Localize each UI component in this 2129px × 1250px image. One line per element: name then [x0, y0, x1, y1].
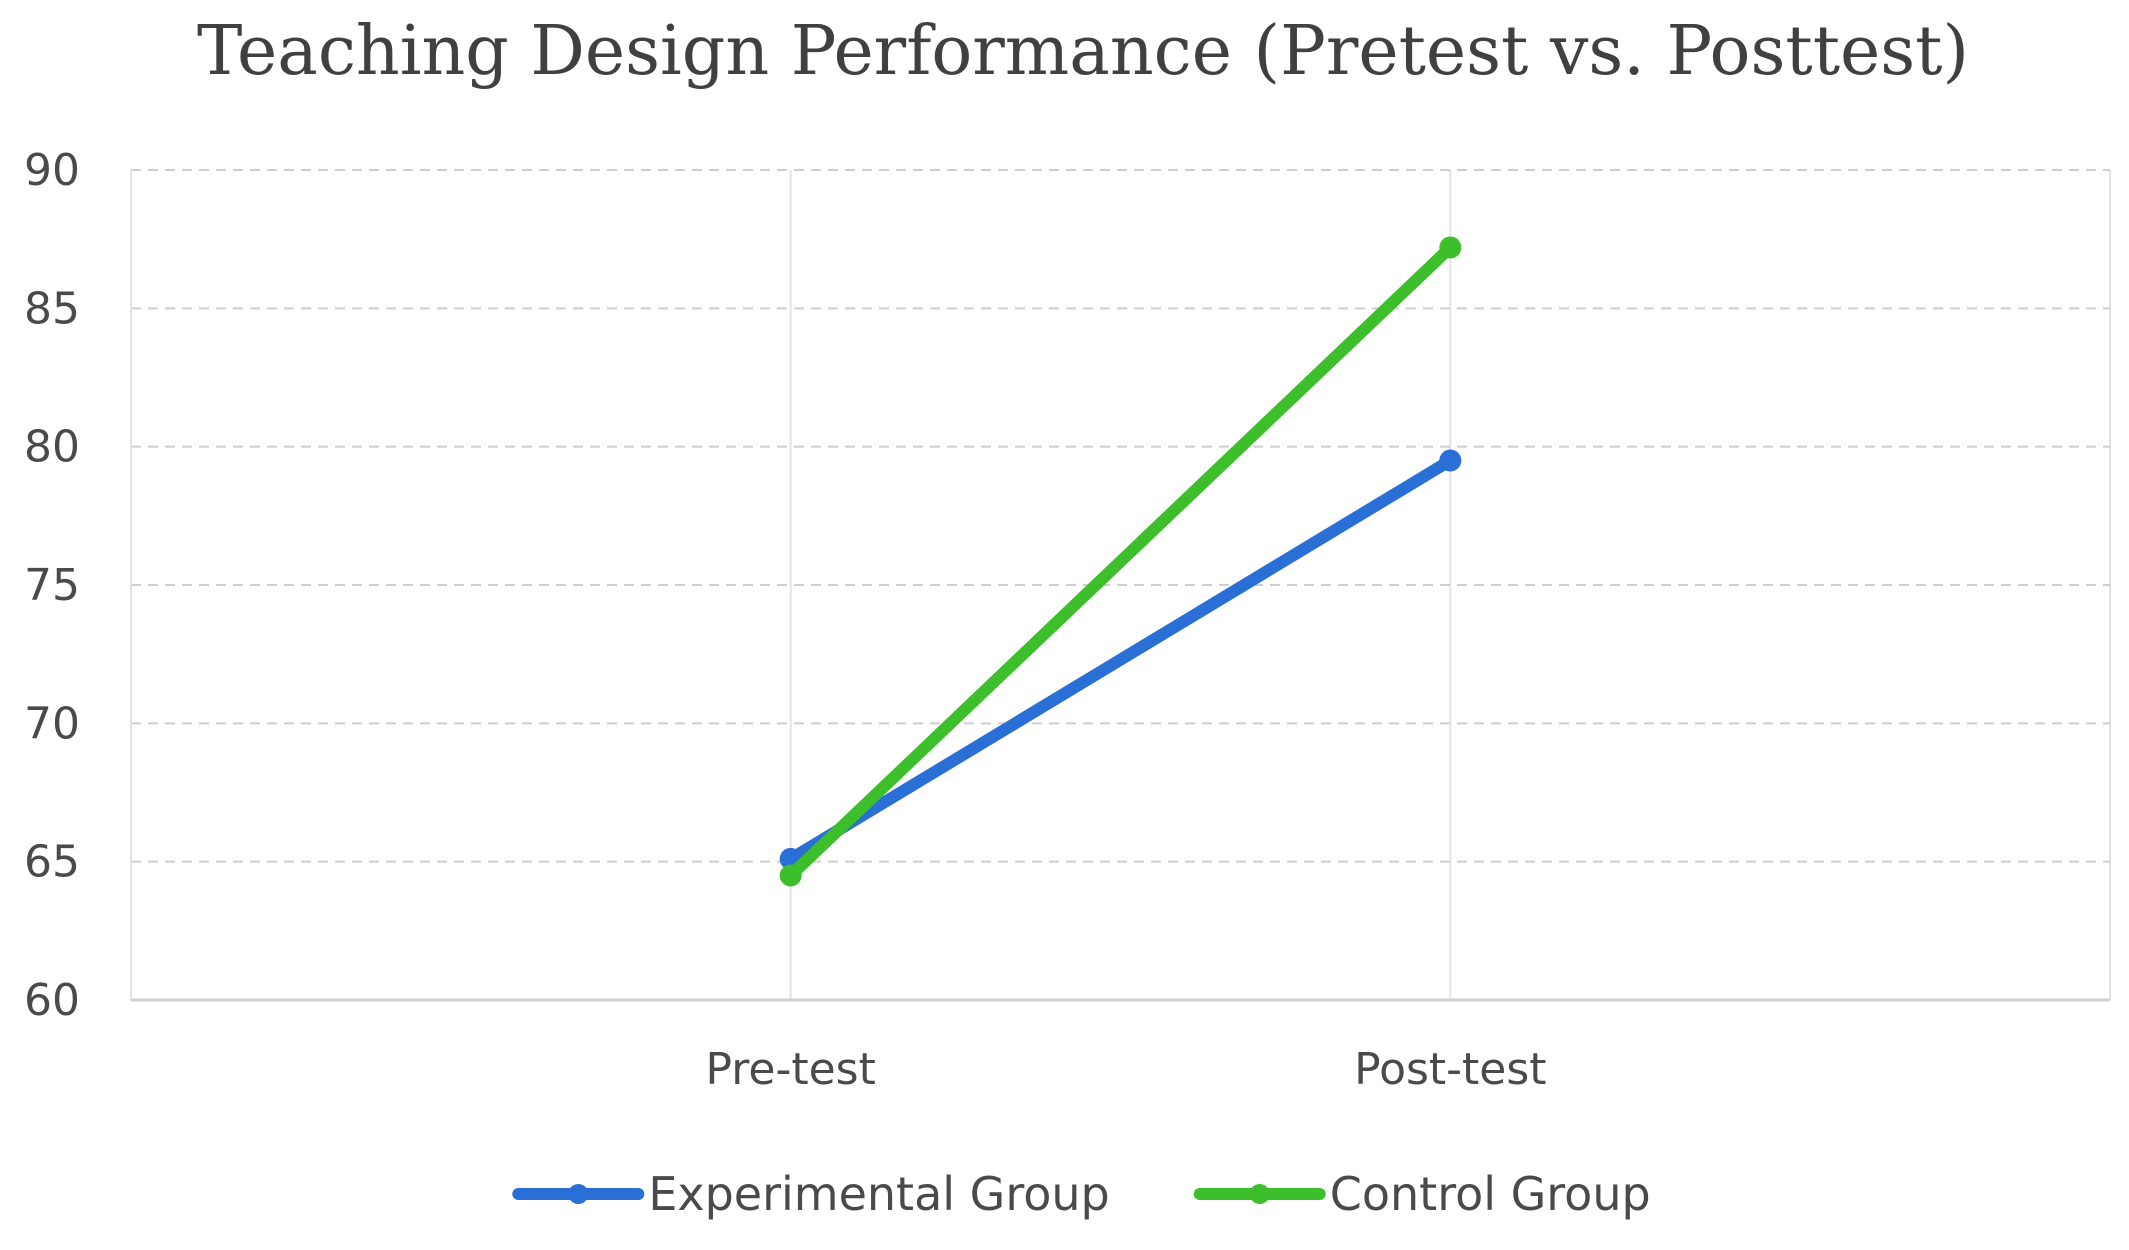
chart-title: Teaching Design Performance (Pretest vs.… [197, 12, 1969, 91]
legend-label: Control Group [1330, 1167, 1651, 1221]
experimental-group-line [784, 454, 1457, 865]
y-tick-label: 80 [24, 422, 80, 473]
y-tick-label: 65 [24, 837, 80, 888]
y-tick-label: 70 [24, 698, 80, 749]
legend-item: Control Group [1193, 1167, 1651, 1221]
x-tick-label: Pre-test [706, 1044, 876, 1095]
control-group-point [1439, 236, 1462, 259]
experimental-group-legend-marker [568, 1184, 589, 1204]
y-tick-label: 85 [24, 283, 80, 334]
control-group-legend-marker [1249, 1184, 1270, 1204]
experimental-group-point [1439, 449, 1462, 472]
legend-label: Experimental Group [648, 1167, 1109, 1221]
gridlines [130, 169, 2111, 1000]
x-tick-label: Post-test [1354, 1044, 1546, 1095]
control-group-line [784, 241, 1457, 882]
legend-item: Experimental Group [512, 1167, 1110, 1221]
control-group-point [779, 864, 802, 887]
y-tick-label: 75 [24, 560, 80, 611]
legend: Experimental Group Control Group [512, 1167, 1651, 1221]
series-group [779, 236, 1462, 887]
y-tick-label: 60 [24, 975, 80, 1026]
y-tick-label: 90 [24, 145, 80, 196]
axes: 60 65 70 75 80 85 90 Pre-test Post-test [24, 145, 2110, 1095]
